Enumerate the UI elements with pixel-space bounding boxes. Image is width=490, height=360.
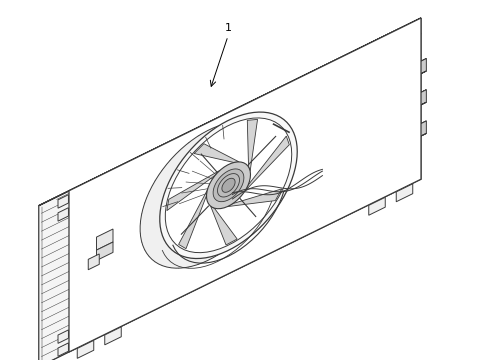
Polygon shape (391, 18, 421, 194)
Polygon shape (218, 174, 240, 197)
Polygon shape (369, 197, 385, 215)
Polygon shape (417, 59, 426, 76)
Polygon shape (58, 330, 69, 343)
Polygon shape (77, 340, 94, 358)
Polygon shape (58, 208, 69, 221)
Polygon shape (105, 327, 121, 345)
Polygon shape (58, 195, 69, 208)
Polygon shape (396, 184, 413, 202)
Polygon shape (417, 121, 426, 138)
Polygon shape (245, 136, 289, 191)
Polygon shape (165, 118, 292, 253)
Polygon shape (97, 229, 113, 250)
Polygon shape (69, 18, 421, 352)
Polygon shape (167, 170, 220, 211)
Polygon shape (39, 18, 421, 206)
Polygon shape (407, 121, 426, 130)
Text: 1: 1 (224, 23, 231, 33)
Polygon shape (407, 59, 426, 68)
Polygon shape (407, 102, 426, 112)
Polygon shape (369, 29, 421, 49)
Polygon shape (417, 90, 426, 107)
Polygon shape (160, 112, 297, 258)
Polygon shape (194, 144, 239, 162)
Polygon shape (227, 189, 282, 207)
Polygon shape (407, 134, 426, 143)
Polygon shape (140, 122, 278, 268)
Polygon shape (58, 343, 69, 356)
Polygon shape (247, 120, 258, 171)
Polygon shape (88, 254, 99, 270)
Polygon shape (407, 71, 426, 80)
Polygon shape (39, 33, 391, 360)
Polygon shape (97, 242, 113, 261)
Polygon shape (213, 169, 244, 202)
Polygon shape (179, 190, 207, 249)
Polygon shape (407, 90, 426, 99)
Polygon shape (207, 162, 250, 209)
Polygon shape (211, 206, 237, 245)
Polygon shape (222, 178, 235, 192)
